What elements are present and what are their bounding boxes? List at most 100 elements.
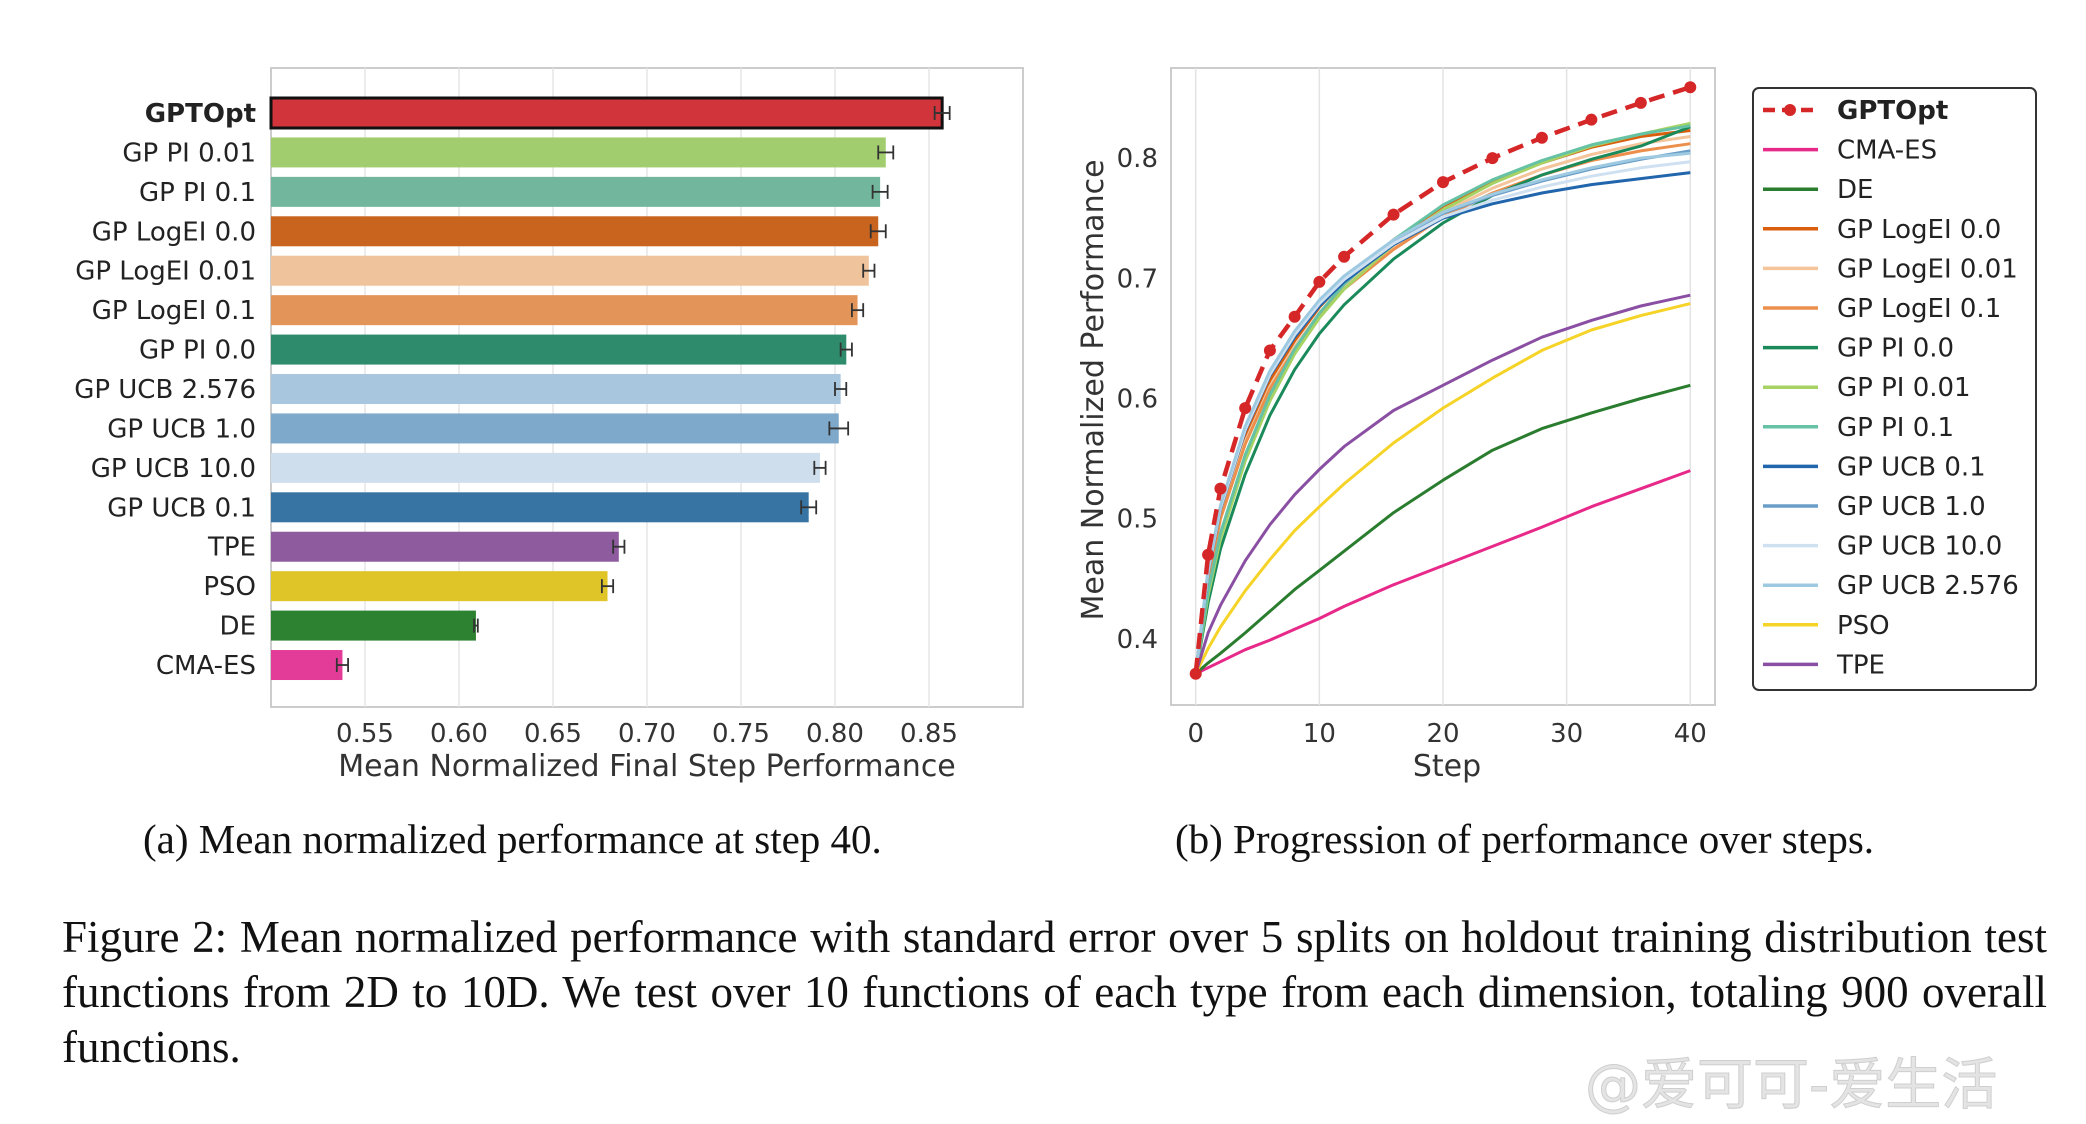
bar-chart-category-label: CMA-ES — [156, 651, 256, 681]
series-marker — [1263, 344, 1276, 357]
legend-label: GP UCB 0.1 — [1837, 452, 1986, 482]
legend-frame — [1752, 87, 2037, 691]
line-chart-y-tick-label: 0.7 — [1117, 264, 1158, 294]
line-chart-x-axis-label: Step — [1413, 749, 1481, 784]
legend-label: GP UCB 10.0 — [1837, 532, 2002, 562]
subcaption-b: (b) Progression of performance over step… — [1175, 816, 1875, 862]
bar-gp-logei-0-01 — [271, 255, 869, 286]
line-chart-x-tick-label: 40 — [1674, 719, 1707, 749]
subcaption-a: (a) Mean normalized performance at step … — [143, 816, 882, 862]
line-chart-y-tick-label: 0.6 — [1117, 385, 1158, 415]
line-chart-y-ticks: 0.4 0.5 0.6 0.7 0.8 — [1117, 144, 1158, 655]
legend-label: GP LogEI 0.01 — [1837, 254, 2018, 284]
bar-gp-ucb-2-576 — [271, 374, 841, 405]
bar-gp-ucb-0-1 — [271, 492, 809, 523]
legend-label: GP LogEI 0.1 — [1837, 294, 2001, 324]
line-chart-x-tick-label: 0 — [1187, 719, 1204, 749]
series-marker — [1288, 310, 1301, 323]
series-marker — [1313, 275, 1326, 288]
bar-gptopt — [269, 96, 944, 130]
series-marker — [1585, 113, 1598, 126]
bar-chart-category-label: GP LogEI 0.01 — [75, 257, 256, 287]
bar-chart-category-label: GPTOpt — [145, 99, 256, 129]
bar-chart-x-axis-label: Mean Normalized Final Step Performance — [338, 749, 956, 784]
line-chart-y-tick-label: 0.8 — [1117, 144, 1158, 174]
legend-label: TPE — [1836, 650, 1885, 680]
line-chart-y-tick-label: 0.4 — [1117, 625, 1158, 655]
series-marker — [1387, 208, 1400, 221]
bar-gp-pi-0-0 — [271, 334, 847, 365]
bar-chart-category-label: DE — [220, 612, 256, 642]
series-marker — [1338, 250, 1351, 263]
bar-tpe — [271, 531, 619, 562]
bar-gp-pi-0-01 — [271, 137, 886, 168]
legend-label: GP UCB 1.0 — [1837, 492, 1986, 522]
line-chart-x-tick-label: 20 — [1426, 719, 1459, 749]
bar-chart-category-label: GP PI 0.01 — [122, 138, 256, 168]
bar-chart-category-label: GP PI 0.0 — [139, 336, 256, 366]
series-line-cma-es — [1195, 469, 1691, 676]
series-line-pso — [1194, 302, 1691, 675]
series-line-gp-pi-0-0 — [1194, 125, 1691, 675]
legend-label: GP PI 0.0 — [1837, 334, 1954, 364]
bar-chart-category-label: GP PI 0.1 — [139, 178, 256, 208]
bar-gp-pi-0-1 — [271, 176, 881, 207]
bar-chart-x-tick-label: 0.85 — [900, 719, 958, 749]
line-chart-series — [1189, 81, 1697, 680]
series-marker — [1535, 131, 1548, 144]
series-marker — [1214, 482, 1227, 495]
bar-chart-bars — [269, 96, 951, 681]
bar-cma-es — [271, 650, 343, 681]
bar-chart-category-label: GP UCB 0.1 — [107, 493, 256, 523]
figure-caption: Figure 2: Mean normalized performance wi… — [62, 912, 2047, 1072]
legend-label: CMA-ES — [1837, 136, 1937, 166]
legend-items: GPTOpt CMA-ES DE GP LogEI 0.0 GP LogEI 0.01 G… — [1763, 96, 2019, 680]
line-chart-x-tick-label: 10 — [1303, 719, 1336, 749]
series-marker — [1486, 152, 1499, 165]
line-chart-legend: GPTOpt CMA-ES DE GP LogEI 0.0 GP LogEI 0.01 G… — [1752, 87, 2037, 691]
bar-gp-ucb-1-0 — [271, 413, 839, 444]
series-line-de — [1194, 383, 1691, 675]
bar-chart-x-tick-label: 0.55 — [336, 719, 394, 749]
bar-chart-x-tick-label: 0.80 — [806, 719, 864, 749]
line-chart-panel: 0 10 20 30 40 0.4 0.5 0.6 0.7 0.8 Step Mean Norm… — [1076, 67, 1716, 784]
series-marker — [1202, 548, 1215, 561]
bar-chart-category-label: PSO — [203, 572, 256, 602]
series-marker — [1239, 402, 1252, 415]
bar-chart-x-tick-label: 0.65 — [524, 719, 582, 749]
bar-chart-category-label: TPE — [207, 533, 256, 563]
series-line-gp-pi-0-1 — [1194, 124, 1691, 675]
bar-gp-logei-0-1 — [271, 295, 858, 326]
series-line-tpe — [1194, 293, 1691, 675]
bar-chart-panel: GPTOpt GP PI 0.01 GP PI 0.1 GP LogEI 0.0 GP … — [74, 67, 1024, 784]
legend-label: DE — [1837, 175, 1873, 205]
series-marker — [1634, 96, 1647, 109]
legend-label: GP LogEI 0.0 — [1837, 215, 2001, 245]
bar-chart-x-tick-label: 0.60 — [430, 719, 488, 749]
bar-de — [271, 610, 476, 641]
series-line-gp-ucb-2-576 — [1194, 151, 1691, 674]
bar-chart-category-label: GP UCB 10.0 — [91, 454, 256, 484]
bar-chart-category-label: GP LogEI 0.1 — [92, 296, 256, 326]
bar-gp-logei-0-0 — [271, 216, 879, 247]
bar-chart-category-label: GP UCB 1.0 — [107, 414, 256, 444]
legend-label: GP PI 0.1 — [1837, 413, 1954, 443]
series-line-gp-pi-0-01 — [1194, 121, 1691, 675]
legend-label: PSO — [1837, 611, 1890, 641]
watermark: @爱可可-爱生活 — [1584, 1053, 1998, 1119]
line-chart-y-axis-label: Mean Normalized Performance — [1076, 159, 1111, 620]
bar-chart-x-tick-label: 0.70 — [618, 719, 676, 749]
series-marker — [1437, 176, 1449, 189]
bar-chart-x-tick-label: 0.75 — [712, 719, 770, 749]
bar-chart-x-ticks: 0.55 0.60 0.65 0.70 0.75 0.80 0.85 — [336, 719, 958, 749]
bar-chart-category-label: GP UCB 2.576 — [74, 375, 256, 405]
legend-marker — [1784, 104, 1796, 116]
bar-chart-category-label: GP LogEI 0.0 — [92, 217, 256, 247]
line-chart-y-tick-label: 0.5 — [1117, 505, 1158, 535]
series-marker — [1189, 667, 1202, 680]
legend-label: GP PI 0.01 — [1837, 373, 1971, 403]
line-chart-x-tick-label: 30 — [1550, 719, 1583, 749]
series-marker — [1684, 81, 1697, 94]
legend-label: GP UCB 2.576 — [1837, 571, 2019, 601]
